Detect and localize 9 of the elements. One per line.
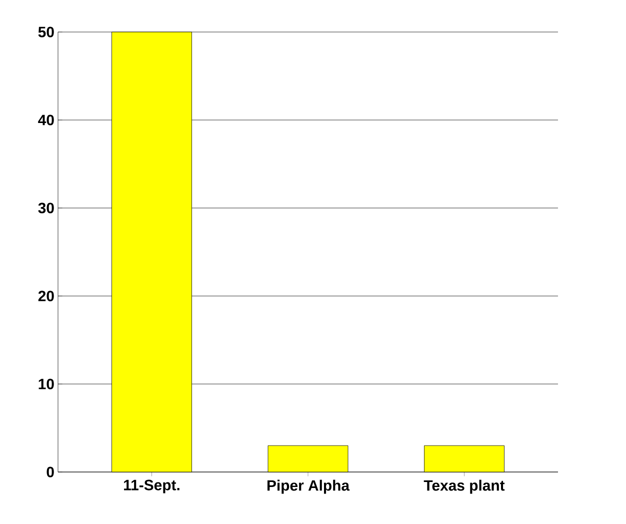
x-tick-label: Texas plant: [424, 480, 505, 494]
y-tick-label: 0: [46, 466, 54, 478]
x-tick-label: 11-Sept.: [124, 480, 180, 494]
y-tick-label: 40: [38, 114, 54, 126]
y-tick-label: 20: [38, 290, 54, 302]
y-tick-label: 30: [38, 202, 54, 214]
x-tick-label: Piper Alpha: [267, 480, 350, 494]
y-tick-label: 50: [38, 26, 54, 38]
y-tick-label: 10: [38, 378, 54, 390]
